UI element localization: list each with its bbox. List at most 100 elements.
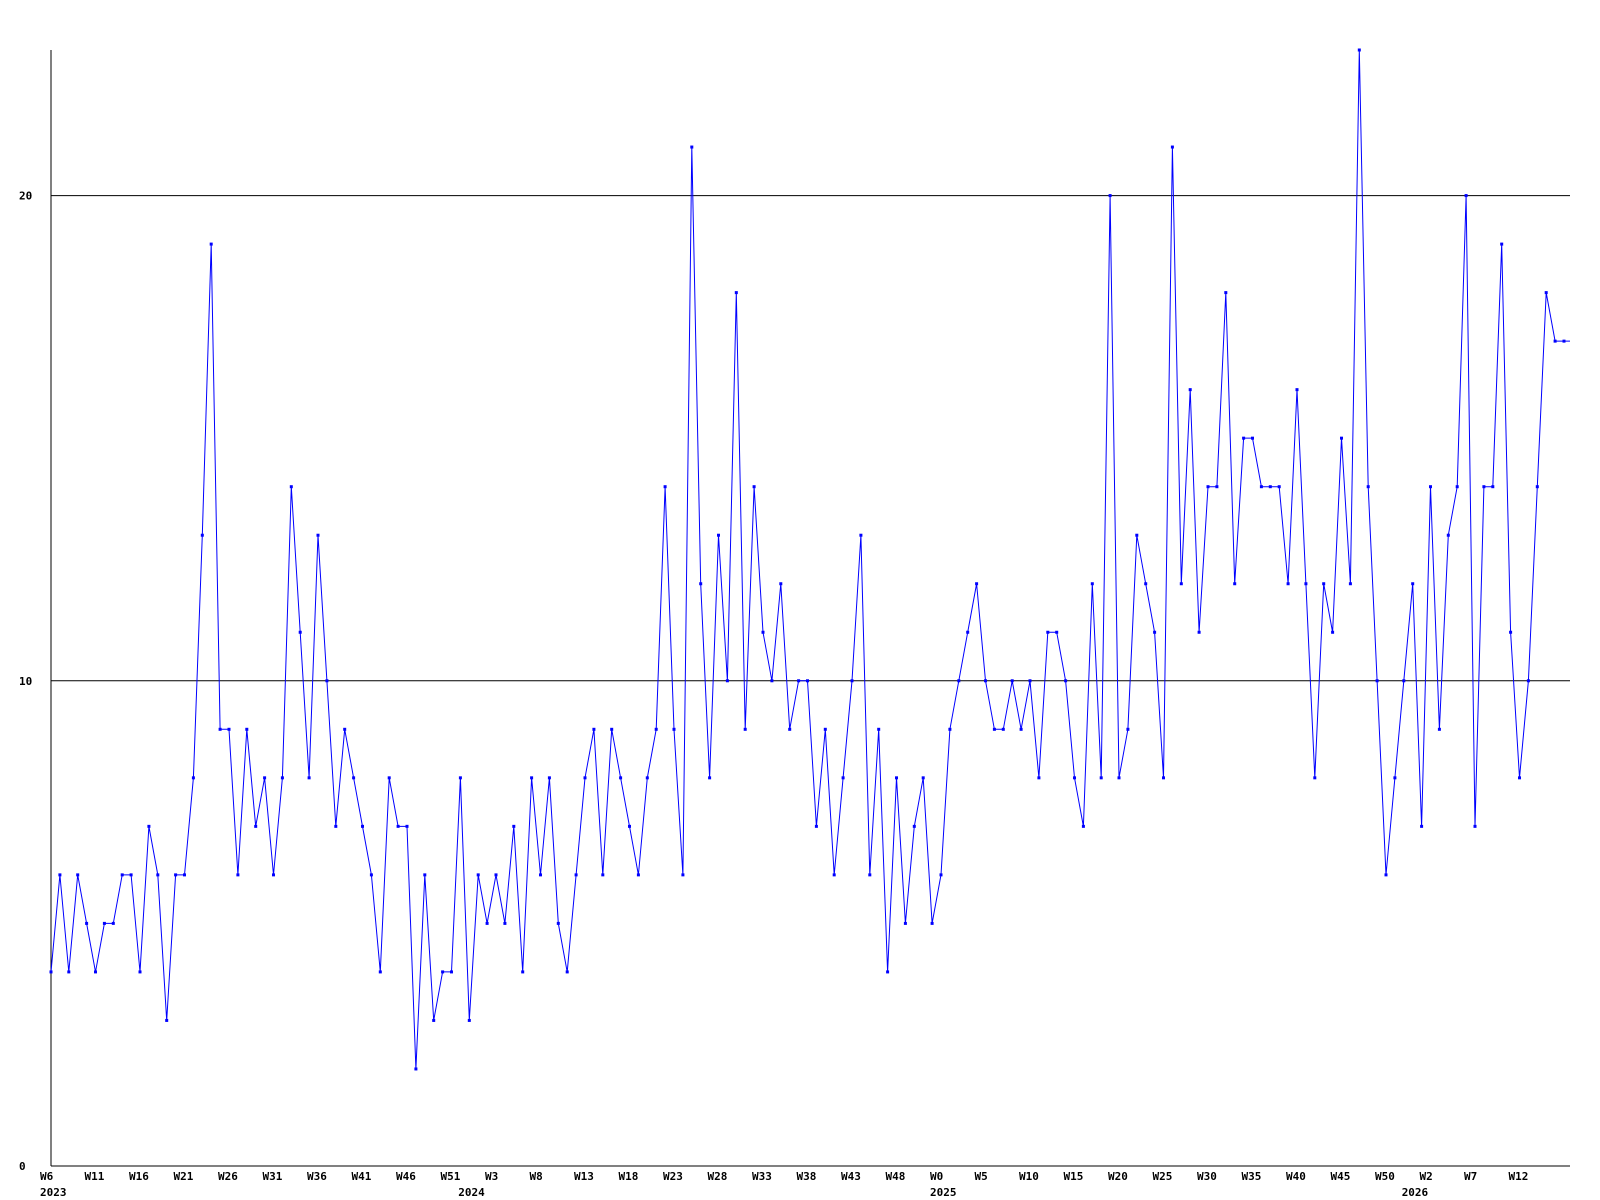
data-point [111, 921, 115, 925]
data-point [263, 776, 267, 780]
data-point [814, 824, 818, 828]
data-point [1553, 339, 1557, 343]
x-tick-label: W5 [975, 1170, 988, 1183]
data-point [378, 970, 382, 974]
x-tick-label: W50 [1375, 1170, 1395, 1183]
data-point [654, 727, 658, 731]
data-point [129, 873, 133, 877]
data-point [770, 679, 774, 683]
data-point [1411, 582, 1415, 586]
data-point [512, 824, 516, 828]
data-point [1135, 533, 1139, 537]
data-point [717, 533, 720, 537]
data-point [672, 727, 676, 731]
data-point [218, 727, 222, 731]
data-point [823, 727, 827, 731]
data-point [779, 582, 783, 586]
data-point [921, 776, 925, 780]
data-point [485, 921, 489, 925]
data-point [1162, 776, 1165, 780]
data-point [156, 873, 160, 877]
data-point [1010, 679, 1014, 683]
data-point [1375, 679, 1379, 683]
data-point [165, 1018, 169, 1022]
data-point [832, 873, 836, 877]
data-point [1197, 630, 1201, 634]
x-tick-label: W38 [797, 1170, 817, 1183]
x-tick-label: W6 [40, 1170, 54, 1183]
data-point [94, 970, 97, 974]
data-point [1429, 485, 1432, 489]
data-point [1055, 630, 1059, 634]
data-point [1464, 194, 1468, 198]
data-point [948, 727, 952, 731]
data-point [494, 873, 498, 877]
data-point [1268, 485, 1272, 489]
data-point [1179, 582, 1183, 586]
data-point [708, 776, 712, 780]
x-tick-label: W11 [85, 1170, 105, 1183]
data-point [574, 873, 578, 877]
data-point [939, 873, 943, 877]
data-point [1455, 485, 1459, 489]
data-point [1535, 485, 1539, 489]
data-point [236, 873, 240, 877]
data-point [547, 776, 551, 780]
data-point [1526, 679, 1530, 683]
data-point [1313, 776, 1317, 780]
data-point [1251, 436, 1254, 440]
data-point [681, 873, 685, 877]
data-point [85, 921, 89, 925]
data-point [476, 873, 480, 877]
data-point [49, 970, 53, 974]
data-point [521, 970, 525, 974]
data-point [1473, 824, 1477, 828]
x-year-labels: 2023 2024 2025 2026 [40, 1186, 1429, 1199]
data-point [1420, 824, 1424, 828]
data-point [1437, 727, 1441, 731]
data-point [1304, 582, 1308, 586]
data-point [957, 679, 961, 683]
data-point [200, 533, 204, 537]
x-tick-label: W16 [129, 1170, 149, 1183]
data-point [930, 921, 934, 925]
data-point [539, 873, 542, 877]
x-tick-label: W18 [619, 1170, 639, 1183]
data-point [1446, 533, 1450, 537]
x-year-label: 2024 [458, 1186, 485, 1199]
data-point [361, 824, 364, 828]
data-point [1233, 582, 1237, 586]
data-point [797, 679, 801, 683]
data-point [369, 873, 373, 877]
data-point [1286, 582, 1290, 586]
data-point [992, 727, 996, 731]
data-point [1153, 630, 1157, 634]
x-tick-label: W25 [1153, 1170, 1173, 1183]
x-tick-label: W3 [485, 1170, 498, 1183]
data-point [1073, 776, 1076, 780]
data-point [1001, 727, 1005, 731]
data-point [1500, 242, 1504, 246]
x-year-label: 2025 [930, 1186, 957, 1199]
x-tick-label: W33 [752, 1170, 772, 1183]
x-tick-labels: W6 W11 W16 W21 W26 W31 W36 W41 W46 W51 W3 W8 W13 W18 W… [40, 1170, 1528, 1183]
data-point [1108, 194, 1112, 198]
data-point [120, 873, 124, 877]
data-point [1019, 727, 1023, 731]
x-tick-label: W43 [841, 1170, 861, 1183]
x-tick-label: W2 [1420, 1170, 1433, 1183]
data-point [530, 776, 534, 780]
data-point [788, 727, 792, 731]
data-point [405, 824, 409, 828]
data-point [441, 970, 445, 974]
y-tick-label: 20 [19, 190, 32, 203]
data-point [619, 776, 623, 780]
gridlines [51, 195, 1570, 682]
data-point [850, 679, 854, 683]
data-point [636, 873, 640, 877]
x-tick-label: W31 [263, 1170, 283, 1183]
data-point [227, 727, 231, 731]
data-point [245, 727, 249, 731]
y-tick-label: 10 [19, 675, 32, 688]
data-point [966, 630, 970, 634]
